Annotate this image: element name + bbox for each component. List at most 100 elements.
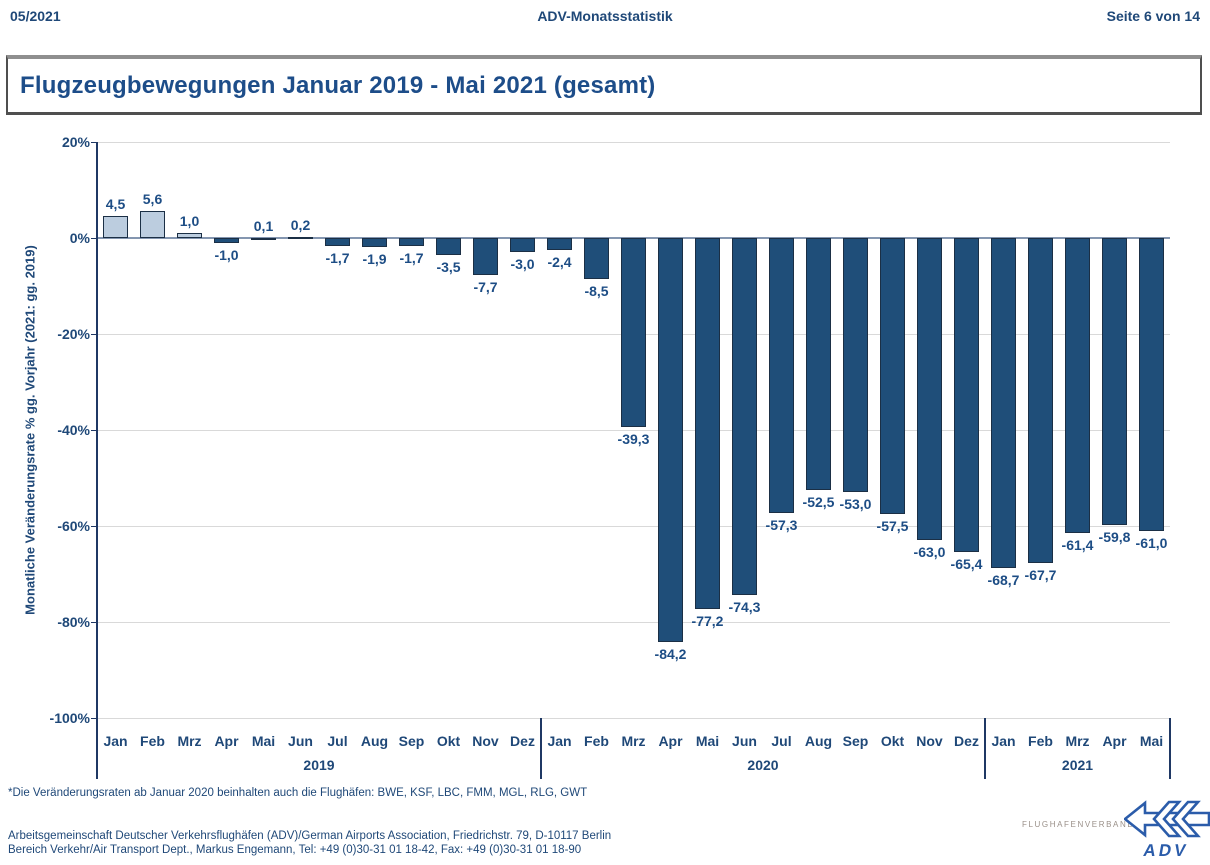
header-document-title: ADV-Monatsstatistik: [537, 8, 673, 24]
footer-address-line2: Bereich Verkehr/Air Transport Dept., Mar…: [8, 844, 582, 856]
x-tick-month-label: Okt: [880, 733, 905, 749]
x-tick-month-label: Apr: [658, 733, 683, 749]
y-tick-mark: [91, 526, 97, 527]
x-tick-month-label: Mrz: [621, 733, 646, 749]
gridline: [97, 718, 1170, 719]
bar-value-label: -84,2: [654, 646, 687, 663]
x-tick-month-label: Nov: [472, 733, 499, 749]
bar-value-label: 5,6: [142, 191, 163, 208]
x-tick-month-label: Apr: [214, 733, 239, 749]
bar: [584, 238, 609, 279]
chart-title-box: Flugzeugbewegungen Januar 2019 - Mai 202…: [6, 55, 1202, 115]
gridline: [97, 142, 1170, 143]
footer-address-line1: Arbeitsgemeinschaft Deutscher Verkehrsfl…: [8, 830, 612, 842]
x-tick-month-label: Mai: [695, 733, 720, 749]
bar: [325, 238, 350, 247]
x-tick-month-label: Feb: [140, 733, 165, 749]
y-tick-label: -60%: [57, 518, 90, 534]
bar: [214, 238, 239, 243]
bar: [177, 233, 202, 238]
bar-value-label: 0,2: [290, 217, 311, 234]
bar-value-label: -3,0: [510, 256, 535, 273]
bar-value-label: -67,7: [1024, 566, 1057, 583]
gridline: [97, 526, 1170, 527]
bar-value-label: -53,0: [839, 496, 872, 513]
x-tick-month-label: Jan: [103, 733, 128, 749]
x-tick-month-label: Feb: [1028, 733, 1053, 749]
x-tick-month-label: Dez: [954, 733, 979, 749]
x-tick-month-label: Mai: [251, 733, 276, 749]
x-tick-month-label: Apr: [1102, 733, 1127, 749]
bar-value-label: -77,2: [691, 612, 724, 629]
y-tick-mark: [91, 718, 97, 719]
bar: [510, 238, 535, 253]
x-tick-month-label: Nov: [916, 733, 943, 749]
x-tick-month-label: Jan: [991, 733, 1016, 749]
y-tick-label: -40%: [57, 422, 90, 438]
bar: [362, 238, 387, 248]
bar-value-label: -61,4: [1061, 536, 1094, 553]
bar-value-label: -61,0: [1135, 534, 1168, 551]
y-axis-line: [96, 142, 98, 779]
bar: [806, 238, 831, 490]
bar: [473, 238, 498, 275]
y-tick-label: -100%: [49, 710, 90, 726]
bar: [954, 238, 979, 552]
bar-value-label: -65,4: [950, 555, 983, 572]
bar-value-label: 4,5: [105, 196, 126, 213]
bar-value-label: -39,3: [617, 430, 650, 447]
chart-title: Flugzeugbewegungen Januar 2019 - Mai 202…: [20, 71, 656, 99]
bar-value-label: -8,5: [584, 282, 609, 299]
y-tick-label: 0%: [69, 230, 90, 246]
year-separator-line: [540, 718, 542, 779]
gridline: [97, 622, 1170, 623]
bar: [251, 237, 276, 240]
y-tick-label: 20%: [61, 134, 90, 150]
x-tick-month-label: Jun: [288, 733, 313, 749]
bar-value-label: -1,9: [362, 251, 387, 268]
x-tick-month-label: Jun: [732, 733, 757, 749]
y-tick-label: -80%: [57, 614, 90, 630]
bar: [917, 238, 942, 541]
x-tick-month-label: Mrz: [1065, 733, 1090, 749]
bar-value-label: -52,5: [802, 494, 835, 510]
x-axis-year-label: 2019: [303, 757, 335, 773]
bar: [991, 238, 1016, 568]
x-tick-month-label: Mrz: [177, 733, 202, 749]
bar-value-label: -1,7: [399, 250, 424, 267]
bar: [1139, 238, 1164, 531]
header-page-number: Seite 6 von 14: [1106, 8, 1200, 24]
header-date: 05/2021: [10, 8, 61, 24]
bar-value-label: 1,0: [179, 213, 200, 230]
bar-value-label: 0,1: [253, 217, 274, 234]
x-tick-month-label: Mai: [1139, 733, 1164, 749]
year-separator-line: [984, 718, 986, 779]
bar: [140, 211, 165, 238]
bar-value-label: -1,7: [325, 250, 350, 267]
bar: [621, 238, 646, 427]
bar-value-label: -7,7: [473, 278, 498, 295]
adv-wordmark: ADV: [1141, 841, 1191, 860]
adv-logo-icon: [1124, 800, 1210, 838]
x-tick-month-label: Sep: [398, 733, 425, 749]
bar: [769, 238, 794, 514]
bar-value-label: -59,8: [1098, 529, 1131, 546]
chart-footnote: *Die Veränderungsraten ab Januar 2020 be…: [8, 787, 588, 799]
y-tick-mark: [91, 334, 97, 335]
bar: [1102, 238, 1127, 526]
bar: [1065, 238, 1090, 533]
x-tick-month-label: Okt: [436, 733, 461, 749]
bar-value-label: -2,4: [547, 253, 572, 270]
x-tick-month-label: Jul: [771, 733, 792, 749]
bar: [732, 238, 757, 595]
x-tick-month-label: Feb: [584, 733, 609, 749]
x-tick-month-label: Aug: [804, 733, 833, 749]
bar-value-label: -3,5: [436, 258, 461, 275]
bar: [436, 238, 461, 255]
bar-value-label: -68,7: [987, 571, 1020, 588]
year-separator-line: [1169, 718, 1171, 779]
y-tick-mark: [91, 622, 97, 623]
bar: [658, 238, 683, 643]
